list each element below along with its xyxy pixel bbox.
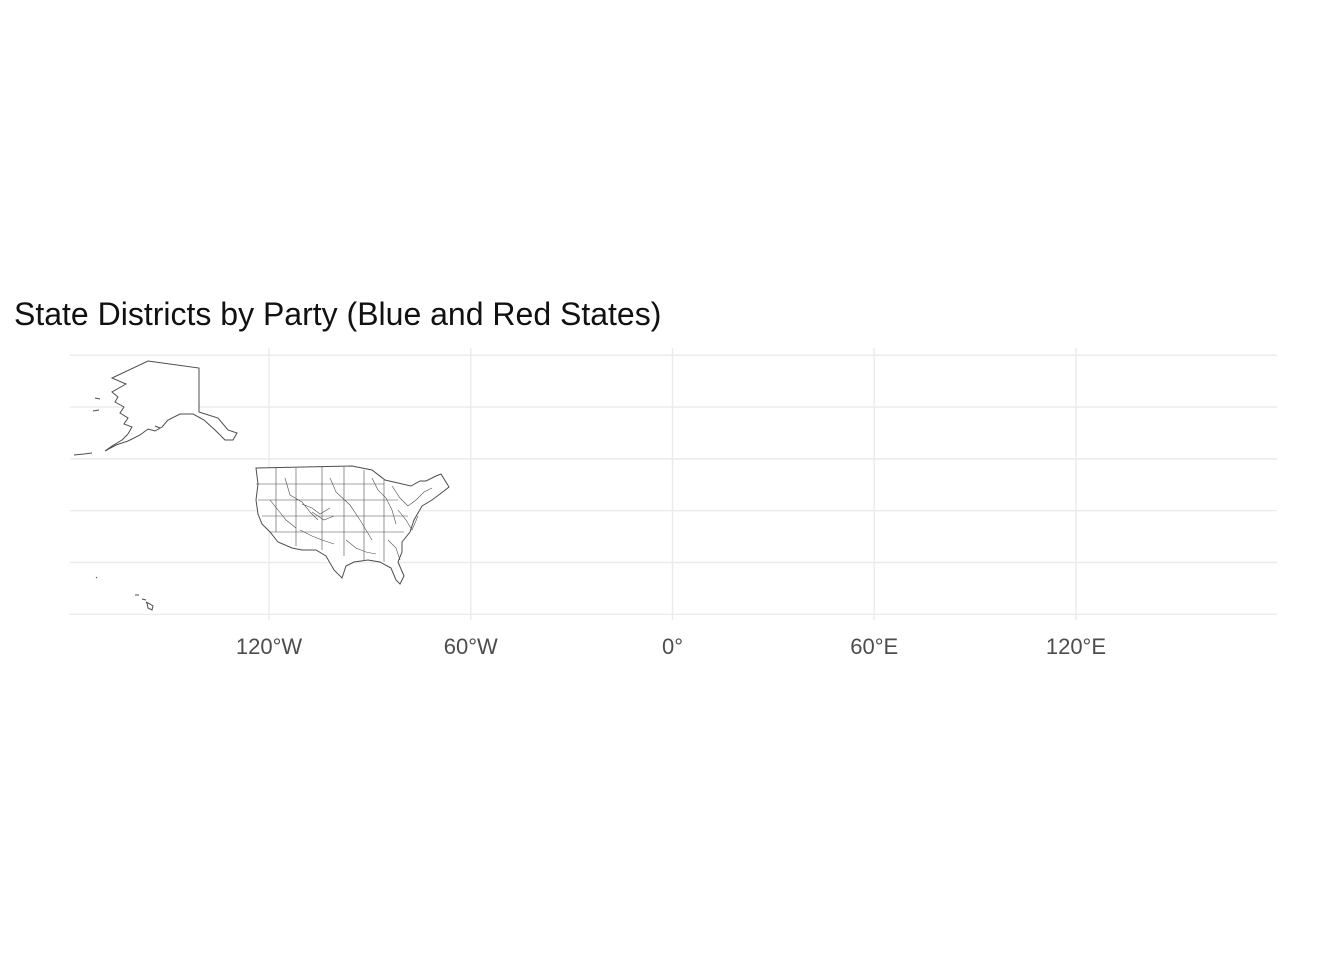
x-tick-label: 120°E: [1046, 634, 1106, 659]
chart-title: State Districts by Party (Blue and Red S…: [14, 296, 662, 332]
region-internal-boundaries: [256, 467, 433, 562]
region-alaska-aleutians: [73, 452, 93, 456]
grid-layer: [70, 348, 1277, 620]
x-tick-label: 120°W: [236, 634, 303, 659]
region-layer: [73, 360, 450, 611]
region-hawaii: [95, 576, 154, 611]
x-axis-ticks: 120°W 60°W 0° 60°E 120°E: [236, 634, 1106, 659]
x-tick-label: 60°E: [850, 634, 898, 659]
region-alaska: [104, 360, 238, 452]
x-tick-label: 0°: [662, 634, 683, 659]
region-contiguous-us: [255, 465, 450, 585]
x-tick-label: 60°W: [444, 634, 498, 659]
region-alaska-islands: [92, 397, 161, 429]
